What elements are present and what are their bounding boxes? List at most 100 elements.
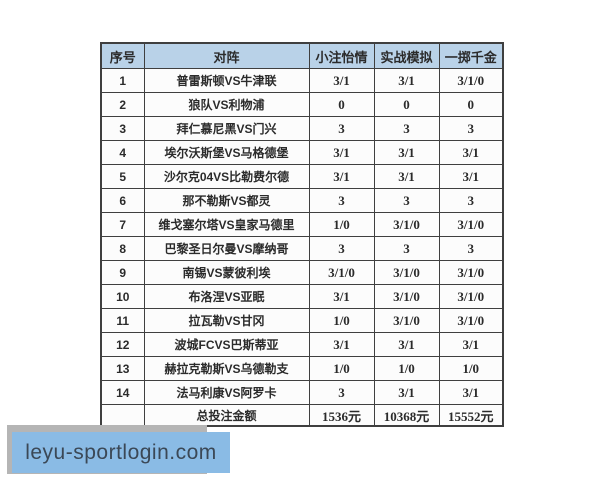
small-bet-value: 3/1 <box>308 332 375 357</box>
watermark-text: leyu-sportlogin.com <box>25 440 217 464</box>
footer-total-big: 15552元 <box>438 404 504 427</box>
simulation-value: 3/1 <box>373 380 440 405</box>
table-row: 7 维戈塞尔塔VS皇家马德里 1/0 3/1/0 3/1/0 <box>100 212 504 237</box>
table-row: 6 那不勒斯VS都灵 3 3 3 <box>100 188 504 213</box>
big-bet-value: 3/1/0 <box>438 68 504 93</box>
small-bet-value: 3/1/0 <box>308 260 375 285</box>
row-index: 3 <box>100 116 145 141</box>
table-row: 10 布洛涅VS亚眠 3/1 3/1/0 3/1/0 <box>100 284 504 309</box>
match-name: 拉瓦勒VS甘冈 <box>143 308 310 333</box>
match-name: 拜仁慕尼黑VS门兴 <box>143 116 310 141</box>
simulation-value: 3/1 <box>373 140 440 165</box>
row-index: 14 <box>100 380 145 405</box>
row-index: 12 <box>100 332 145 357</box>
big-bet-value: 3/1/0 <box>438 212 504 237</box>
row-index: 2 <box>100 92 145 117</box>
match-name: 南锡VS蒙彼利埃 <box>143 260 310 285</box>
row-index: 13 <box>100 356 145 381</box>
simulation-value: 3/1/0 <box>373 212 440 237</box>
simulation-value: 3/1 <box>373 68 440 93</box>
match-name: 维戈塞尔塔VS皇家马德里 <box>143 212 310 237</box>
big-bet-value: 3 <box>438 116 504 141</box>
simulation-value: 3/1/0 <box>373 308 440 333</box>
table-row: 14 法马利康VS阿罗卡 3 3/1 3/1 <box>100 380 504 405</box>
footer-total-small: 1536元 <box>308 404 375 427</box>
row-index: 7 <box>100 212 145 237</box>
small-bet-value: 1/0 <box>308 308 375 333</box>
row-index: 8 <box>100 236 145 261</box>
table-header-row: 序号 对阵 小注怡情 实战模拟 一掷千金 <box>100 42 504 69</box>
table-row: 9 南锡VS蒙彼利埃 3/1/0 3/1/0 3/1/0 <box>100 260 504 285</box>
big-bet-value: 0 <box>438 92 504 117</box>
match-name: 沙尔克04VS比勒费尔德 <box>143 164 310 189</box>
big-bet-value: 3/1 <box>438 140 504 165</box>
footer-total-label: 总投注金额 <box>143 404 310 427</box>
big-bet-value: 3 <box>438 236 504 261</box>
small-bet-value: 3/1 <box>308 164 375 189</box>
footer-total-sim: 10368元 <box>373 404 440 427</box>
row-index: 5 <box>100 164 145 189</box>
header-index: 序号 <box>100 42 145 69</box>
table-row: 2 狼队VS利物浦 0 0 0 <box>100 92 504 117</box>
match-name: 波城FCVS巴斯蒂亚 <box>143 332 310 357</box>
header-simulation: 实战模拟 <box>373 42 440 69</box>
match-name: 埃尔沃斯堡VS马格德堡 <box>143 140 310 165</box>
match-name: 巴黎圣日尔曼VS摩纳哥 <box>143 236 310 261</box>
watermark-link[interactable]: leyu-sportlogin.com <box>12 432 230 473</box>
big-bet-value: 1/0 <box>438 356 504 381</box>
simulation-value: 3 <box>373 188 440 213</box>
small-bet-value: 3/1 <box>308 284 375 309</box>
row-index: 4 <box>100 140 145 165</box>
small-bet-value: 3/1 <box>308 140 375 165</box>
table-row: 3 拜仁慕尼黑VS门兴 3 3 3 <box>100 116 504 141</box>
row-index: 9 <box>100 260 145 285</box>
header-small-bet: 小注怡情 <box>308 42 375 69</box>
small-bet-value: 1/0 <box>308 356 375 381</box>
match-name: 赫拉克勒斯VS乌德勒支 <box>143 356 310 381</box>
match-name: 那不勒斯VS都灵 <box>143 188 310 213</box>
table-row: 5 沙尔克04VS比勒费尔德 3/1 3/1 3/1 <box>100 164 504 189</box>
simulation-value: 3 <box>373 116 440 141</box>
simulation-value: 0 <box>373 92 440 117</box>
big-bet-value: 3 <box>438 188 504 213</box>
row-index: 10 <box>100 284 145 309</box>
match-name: 普雷斯顿VS牛津联 <box>143 68 310 93</box>
simulation-value: 1/0 <box>373 356 440 381</box>
small-bet-value: 3 <box>308 116 375 141</box>
table-row: 4 埃尔沃斯堡VS马格德堡 3/1 3/1 3/1 <box>100 140 504 165</box>
header-big-bet: 一掷千金 <box>438 42 504 69</box>
header-matchup: 对阵 <box>143 42 310 69</box>
row-index: 11 <box>100 308 145 333</box>
row-index: 6 <box>100 188 145 213</box>
match-name: 布洛涅VS亚眠 <box>143 284 310 309</box>
betting-table-container: 序号 对阵 小注怡情 实战模拟 一掷千金 1 普雷斯顿VS牛津联 3/1 3/1 3/1… <box>100 42 504 427</box>
big-bet-value: 3/1/0 <box>438 284 504 309</box>
table-row: 12 波城FCVS巴斯蒂亚 3/1 3/1 3/1 <box>100 332 504 357</box>
simulation-value: 3/1/0 <box>373 260 440 285</box>
small-bet-value: 3 <box>308 188 375 213</box>
big-bet-value: 3/1 <box>438 380 504 405</box>
table-body: 1 普雷斯顿VS牛津联 3/1 3/1 3/1/0 2 狼队VS利物浦 0 0 0 3 拜仁慕尼黑VS… <box>100 68 504 405</box>
small-bet-value: 1/0 <box>308 212 375 237</box>
footer-empty-cell <box>100 404 145 427</box>
match-name: 狼队VS利物浦 <box>143 92 310 117</box>
small-bet-value: 0 <box>308 92 375 117</box>
table-row: 8 巴黎圣日尔曼VS摩纳哥 3 3 3 <box>100 236 504 261</box>
small-bet-value: 3 <box>308 236 375 261</box>
big-bet-value: 3/1 <box>438 164 504 189</box>
table-footer-row: 总投注金额 1536元 10368元 15552元 <box>100 404 504 427</box>
simulation-value: 3/1 <box>373 164 440 189</box>
row-index: 1 <box>100 68 145 93</box>
table-row: 11 拉瓦勒VS甘冈 1/0 3/1/0 3/1/0 <box>100 308 504 333</box>
table-row: 13 赫拉克勒斯VS乌德勒支 1/0 1/0 1/0 <box>100 356 504 381</box>
betting-table: 序号 对阵 小注怡情 实战模拟 一掷千金 1 普雷斯顿VS牛津联 3/1 3/1 3/1… <box>100 42 504 427</box>
match-name: 法马利康VS阿罗卡 <box>143 380 310 405</box>
big-bet-value: 3/1/0 <box>438 308 504 333</box>
big-bet-value: 3/1 <box>438 332 504 357</box>
small-bet-value: 3 <box>308 380 375 405</box>
table-row: 1 普雷斯顿VS牛津联 3/1 3/1 3/1/0 <box>100 68 504 93</box>
big-bet-value: 3/1/0 <box>438 260 504 285</box>
simulation-value: 3 <box>373 236 440 261</box>
small-bet-value: 3/1 <box>308 68 375 93</box>
simulation-value: 3/1 <box>373 332 440 357</box>
